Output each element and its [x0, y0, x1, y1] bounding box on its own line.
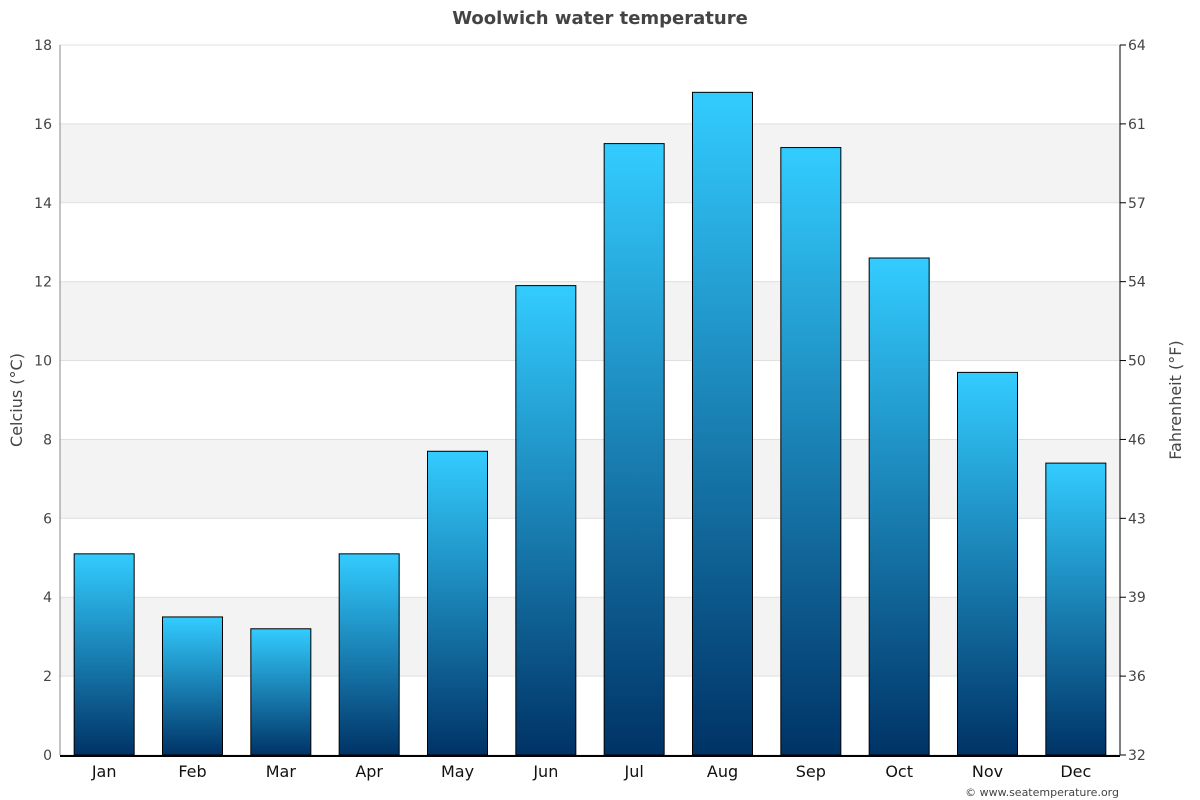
- y-tick-label: 10: [34, 354, 52, 370]
- x-tick-label: Jul: [624, 762, 644, 781]
- grid-band: [60, 439, 1120, 519]
- grid-band: [60, 281, 1120, 361]
- x-tick-label: Apr: [355, 762, 383, 781]
- y2-tick-label: 64: [1128, 38, 1146, 54]
- y-tick-label: 12: [34, 275, 52, 291]
- x-tick-label: Aug: [707, 762, 738, 781]
- bar-sep: [780, 147, 842, 756]
- bar-oct: [868, 257, 930, 756]
- y2-tick-label: 54: [1128, 275, 1146, 291]
- y-tick-label: 16: [34, 117, 52, 133]
- y-tick-label: 0: [43, 748, 52, 764]
- x-tick-label: Oct: [885, 762, 913, 781]
- y2-tick-label: 46: [1128, 432, 1146, 448]
- bar-apr: [338, 553, 400, 756]
- bar-jun: [515, 285, 577, 756]
- bar-aug: [692, 91, 753, 756]
- x-tick-label: Dec: [1060, 762, 1091, 781]
- x-tick-label: Mar: [266, 762, 297, 781]
- bar-feb: [162, 616, 223, 756]
- y2-axis-label: Fahrenheit (°F): [1166, 340, 1185, 459]
- y-tick-label: 18: [34, 38, 52, 54]
- grid-band: [60, 597, 1120, 677]
- y-tick-label: 2: [43, 669, 52, 685]
- x-tick-label: May: [441, 762, 474, 781]
- y-axis-label: Celcius (°C): [7, 353, 26, 447]
- y2-tick-label: 57: [1128, 196, 1146, 212]
- y-tick-label: 8: [43, 432, 52, 448]
- bar-mar: [250, 628, 312, 756]
- y-tick-label: 6: [43, 511, 52, 527]
- grid-band: [60, 123, 1120, 203]
- x-tick-label: Jun: [532, 762, 558, 781]
- bar-dec: [1045, 462, 1107, 756]
- y2-tick-label: 39: [1128, 590, 1146, 606]
- y-tick-label: 14: [34, 196, 52, 212]
- bar-jul: [603, 143, 665, 756]
- y2-tick-label: 43: [1128, 511, 1146, 527]
- y-tick-label: 4: [43, 590, 52, 606]
- y2-tick-label: 50: [1128, 354, 1146, 370]
- chart-title: Woolwich water temperature: [452, 8, 748, 29]
- y2-tick-label: 32: [1128, 748, 1146, 764]
- y2-tick-label: 61: [1128, 117, 1146, 133]
- x-tick-label: Sep: [796, 762, 826, 781]
- x-tick-label: Feb: [178, 762, 206, 781]
- bar-jan: [73, 553, 135, 756]
- x-tick-label: Jan: [91, 762, 117, 781]
- bar-nov: [957, 371, 1018, 756]
- bar-may: [427, 450, 488, 756]
- y2-tick-label: 36: [1128, 669, 1146, 685]
- x-tick-label: Nov: [972, 762, 1003, 781]
- credit: © www.seatemperature.org: [965, 786, 1119, 799]
